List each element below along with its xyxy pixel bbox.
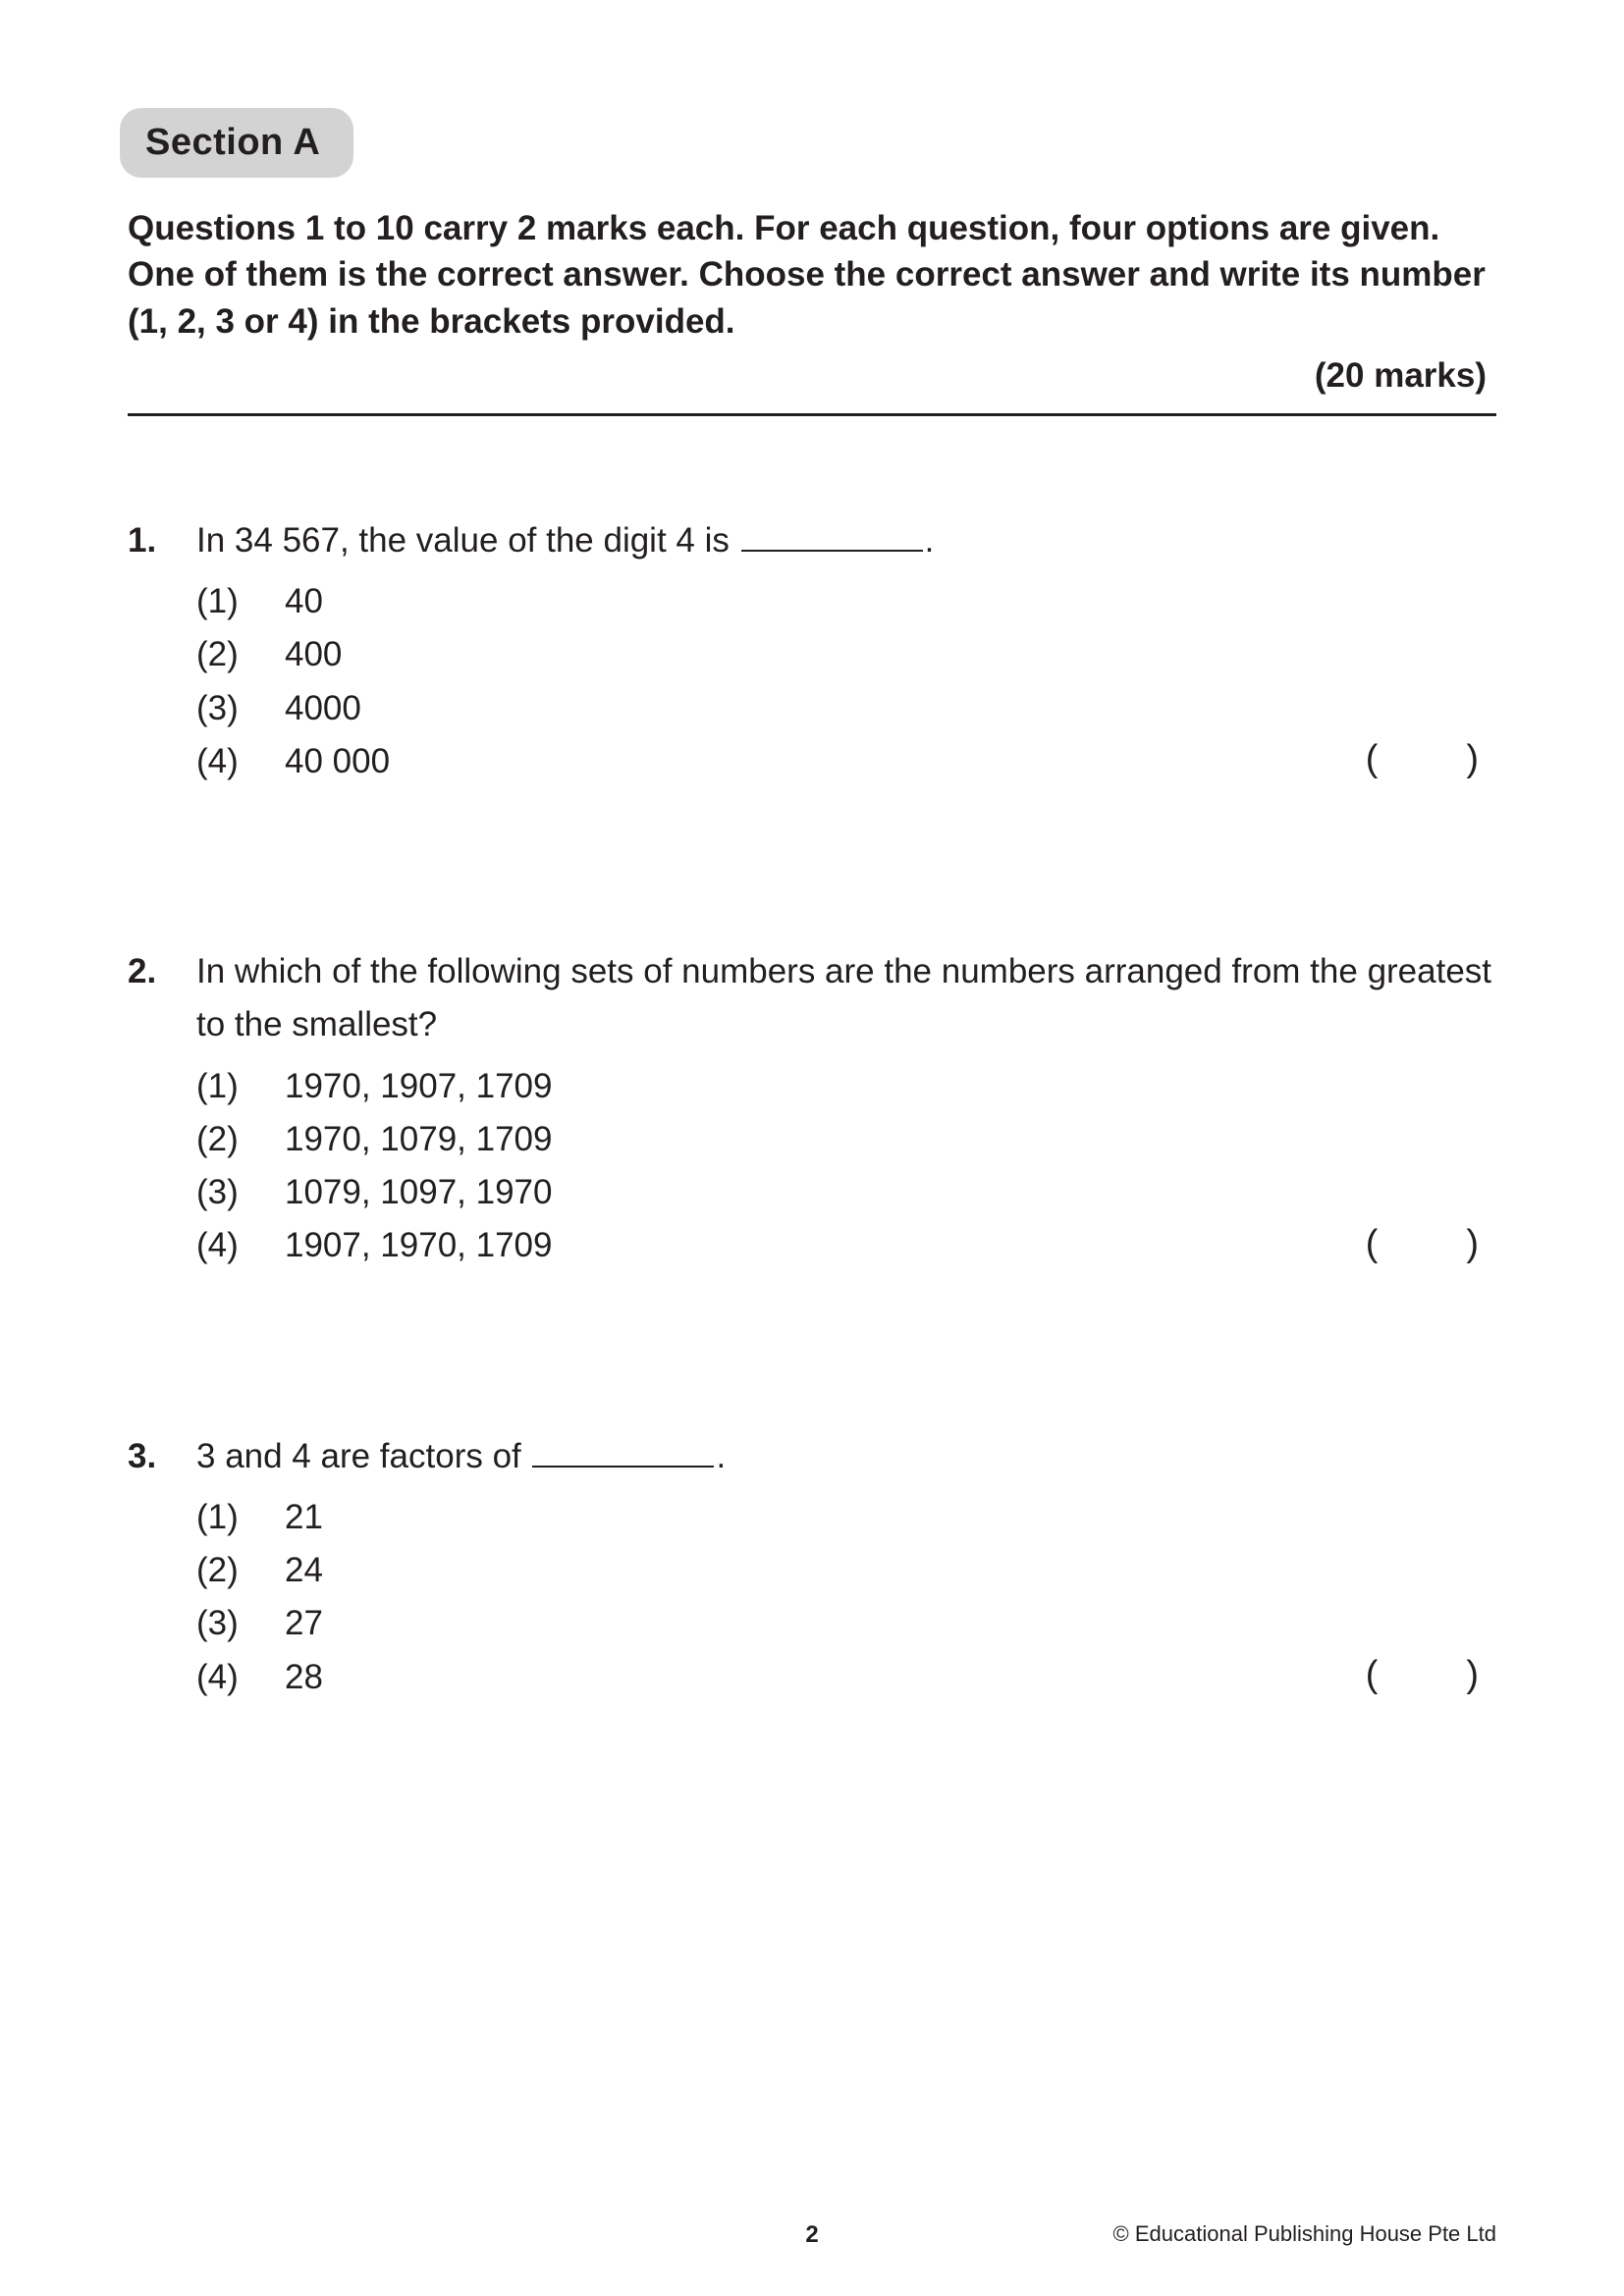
- option-text: 40 000: [285, 735, 1496, 788]
- option-row: (3)27: [196, 1597, 1496, 1650]
- question-number: 1.: [128, 514, 196, 788]
- option-text: 27: [285, 1597, 1496, 1650]
- option-text: 21: [285, 1491, 1496, 1544]
- option-row: (4)40 000(): [196, 735, 1496, 788]
- question-number: 2.: [128, 945, 196, 1273]
- answer-blank[interactable]: [532, 1441, 714, 1467]
- copyright-text: © Educational Publishing House Pte Ltd: [1113, 2221, 1496, 2247]
- question-stem-text: In 34 567, the value of the digit 4 is: [196, 521, 739, 560]
- question-body: 3 and 4 are factors of .(1)21(2)24(3)27(…: [196, 1430, 1496, 1704]
- option-number: (1): [196, 1060, 285, 1113]
- question-stem: 3 and 4 are factors of .: [196, 1430, 1496, 1483]
- option-text: 4000: [285, 682, 1496, 735]
- option-number: (2): [196, 1544, 285, 1597]
- options-list: (1)21(2)24(3)27(4)28(): [196, 1491, 1496, 1704]
- options-list: (1)40(2)400(3)4000(4)40 000(): [196, 575, 1496, 788]
- question-body: In 34 567, the value of the digit 4 is .…: [196, 514, 1496, 788]
- option-text: 1970, 1079, 1709: [285, 1113, 1496, 1166]
- option-number: (3): [196, 1597, 285, 1650]
- section-instructions: Questions 1 to 10 carry 2 marks each. Fo…: [128, 205, 1496, 345]
- option-row: (2)24: [196, 1544, 1496, 1597]
- option-number: (4): [196, 1651, 285, 1704]
- question: 1.In 34 567, the value of the digit 4 is…: [128, 514, 1496, 788]
- option-text: 28: [285, 1651, 1496, 1704]
- option-number: (4): [196, 1219, 285, 1272]
- option-number: (4): [196, 735, 285, 788]
- bracket-open: (: [1366, 1654, 1379, 1695]
- question-stem-text: 3 and 4 are factors of: [196, 1437, 530, 1475]
- option-row: (1)1970, 1907, 1709: [196, 1060, 1496, 1113]
- bracket-close: ): [1466, 1654, 1479, 1695]
- option-number: (1): [196, 575, 285, 628]
- option-row: (3)4000: [196, 682, 1496, 735]
- option-number: (2): [196, 1113, 285, 1166]
- option-row: (3)1079, 1097, 1970: [196, 1166, 1496, 1219]
- option-row: (1)40: [196, 575, 1496, 628]
- total-marks: (20 marks): [128, 356, 1496, 413]
- option-number: (3): [196, 682, 285, 735]
- question-stem-text: In which of the following sets of number…: [196, 952, 1491, 1043]
- option-text: 24: [285, 1544, 1496, 1597]
- question-stem-suffix: .: [716, 1437, 726, 1475]
- question-stem: In 34 567, the value of the digit 4 is .: [196, 514, 1496, 567]
- option-number: (3): [196, 1166, 285, 1219]
- option-row: (2)400: [196, 628, 1496, 681]
- option-number: (1): [196, 1491, 285, 1544]
- answer-brackets[interactable]: (): [1366, 1215, 1479, 1273]
- question-body: In which of the following sets of number…: [196, 945, 1496, 1273]
- question: 2.In which of the following sets of numb…: [128, 945, 1496, 1273]
- page-number: 2: [805, 2221, 818, 2249]
- option-row: (4)1907, 1970, 1709(): [196, 1219, 1496, 1272]
- option-text: 1970, 1907, 1709: [285, 1060, 1496, 1113]
- option-text: 1907, 1970, 1709: [285, 1219, 1496, 1272]
- bracket-close: ): [1466, 738, 1479, 779]
- bracket-close: ): [1466, 1223, 1479, 1264]
- answer-brackets[interactable]: (): [1366, 730, 1479, 788]
- bracket-open: (: [1366, 1223, 1379, 1264]
- answer-blank[interactable]: [741, 526, 923, 552]
- option-text: 400: [285, 628, 1496, 681]
- question: 3.3 and 4 are factors of . (1)21(2)24(3)2…: [128, 1430, 1496, 1704]
- question-stem-suffix: .: [925, 521, 935, 560]
- option-number: (2): [196, 628, 285, 681]
- option-row: (4)28(): [196, 1651, 1496, 1704]
- option-row: (2)1970, 1079, 1709: [196, 1113, 1496, 1166]
- answer-brackets[interactable]: (): [1366, 1646, 1479, 1704]
- bracket-open: (: [1366, 738, 1379, 779]
- option-text: 40: [285, 575, 1496, 628]
- section-divider: [128, 413, 1496, 416]
- question-number: 3.: [128, 1430, 196, 1704]
- option-row: (1)21: [196, 1491, 1496, 1544]
- question-stem: In which of the following sets of number…: [196, 945, 1496, 1052]
- section-badge: Section A: [120, 108, 353, 178]
- option-text: 1079, 1097, 1970: [285, 1166, 1496, 1219]
- options-list: (1)1970, 1907, 1709(2)1970, 1079, 1709(3…: [196, 1060, 1496, 1273]
